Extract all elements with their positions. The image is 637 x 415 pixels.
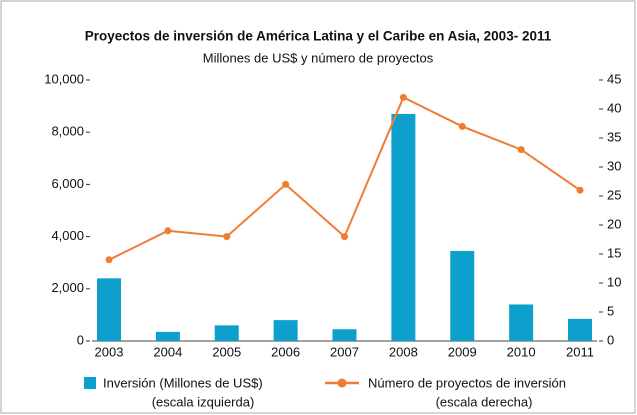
bar — [155, 331, 180, 341]
y-tick-label: 6,000 — [51, 176, 84, 191]
x-tick-label: 2003 — [95, 344, 124, 359]
y2-tick-label: 20 — [607, 216, 621, 231]
chart-subtitle: Millones de US$ y número de proyectos — [203, 50, 434, 65]
y2-tick-label: 10 — [607, 274, 621, 289]
line-point — [223, 233, 231, 241]
y2-tick-label: 45 — [607, 71, 621, 86]
x-tick-label: 2007 — [330, 344, 359, 359]
line-point — [282, 180, 290, 188]
bar — [450, 250, 475, 341]
line-point — [399, 93, 407, 101]
x-tick-label: 2008 — [389, 344, 418, 359]
line-point — [458, 122, 466, 130]
chart-title: Proyectos de inversión de América Latina… — [85, 29, 552, 44]
x-tick-label: 2010 — [507, 344, 536, 359]
line-point — [341, 233, 348, 241]
y-tick-label: 0 — [77, 332, 84, 347]
bar — [509, 304, 534, 341]
x-tick-label: 2006 — [271, 344, 300, 359]
y2-tick-label: 40 — [607, 100, 621, 115]
line-point — [576, 186, 584, 194]
bar — [391, 113, 416, 342]
line-point — [164, 227, 172, 235]
legend-label: Inversión (Millones de US$) — [103, 375, 263, 390]
y2-tick-label: 25 — [607, 187, 621, 202]
legend-swatch — [84, 377, 96, 389]
x-tick-label: 2011 — [566, 344, 594, 359]
bar — [568, 318, 592, 341]
bar — [97, 278, 121, 341]
x-tick-label: 2004 — [153, 344, 182, 359]
y2-tick-label: 5 — [607, 303, 614, 318]
y2-tick-label: 0 — [607, 332, 614, 347]
bar — [214, 325, 239, 341]
legend-label: Número de proyectos de inversión — [368, 375, 566, 390]
line-point — [517, 146, 525, 154]
y-tick-label: 8,000 — [51, 124, 84, 139]
y2-tick-label: 35 — [607, 129, 621, 144]
legend-swatch — [337, 378, 347, 388]
bar — [332, 329, 357, 341]
y-tick-label: 2,000 — [51, 280, 84, 295]
x-tick-label: 2005 — [212, 344, 241, 359]
y2-tick-label: 15 — [607, 245, 621, 260]
y-tick-label: 4,000 — [51, 228, 84, 243]
y2-tick-label: 30 — [607, 158, 621, 173]
x-tick-label: 2009 — [448, 344, 477, 359]
bar — [273, 320, 298, 341]
legend-note: (escala izquierda) — [152, 394, 255, 409]
line-point — [105, 256, 113, 264]
legend-note: (escala derecha) — [436, 394, 533, 409]
y-tick-label: 10,000 — [44, 71, 84, 86]
